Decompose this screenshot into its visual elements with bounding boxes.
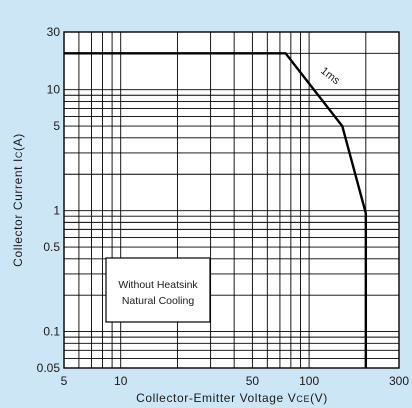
annotation-line-1: Without Heatsink (118, 279, 198, 291)
y-axis-title-sub: C (14, 151, 24, 158)
x-tick-label: 10 (114, 374, 128, 388)
annotation-line-2: Natural Cooling (122, 295, 195, 307)
y-tick-label: 1 (53, 204, 60, 218)
plot-frame (63, 31, 400, 369)
x-tick-label: 300 (389, 374, 409, 388)
annotation-box: Without Heatsink Natural Cooling (105, 257, 211, 323)
y-tick-labels: 0.05 0.1 0.5 1 5 10 30 (37, 25, 61, 375)
y-axis-title-tail: (A) (11, 133, 25, 151)
y-axis-title: Collector Current IC(A) (11, 133, 25, 267)
x-axis-title-main: Collector-Emitter Voltage V (136, 391, 296, 405)
grid-lines (64, 32, 399, 368)
y-axis-title-main: Collector Current I (11, 158, 25, 267)
y-tick-label: 30 (47, 25, 61, 39)
x-axis-title: Collector-Emitter Voltage VCE(V) (136, 391, 328, 405)
x-axis-title-tail: (V) (310, 391, 328, 405)
x-axis-title-sub: CE (296, 394, 310, 404)
x-tick-labels: 5 10 50 100 300 (61, 374, 410, 388)
y-tick-label: 0.1 (43, 325, 60, 339)
y-tick-label: 10 (47, 83, 61, 97)
series-line-1ms (64, 52, 368, 368)
y-tick-label: 0.5 (43, 240, 60, 254)
series-layer (64, 52, 368, 368)
x-tick-label: 100 (299, 374, 319, 388)
x-tick-label: 50 (246, 374, 260, 388)
x-tick-label: 5 (61, 374, 68, 388)
y-tick-label: 5 (53, 119, 60, 133)
y-tick-label: 0.05 (37, 361, 61, 375)
